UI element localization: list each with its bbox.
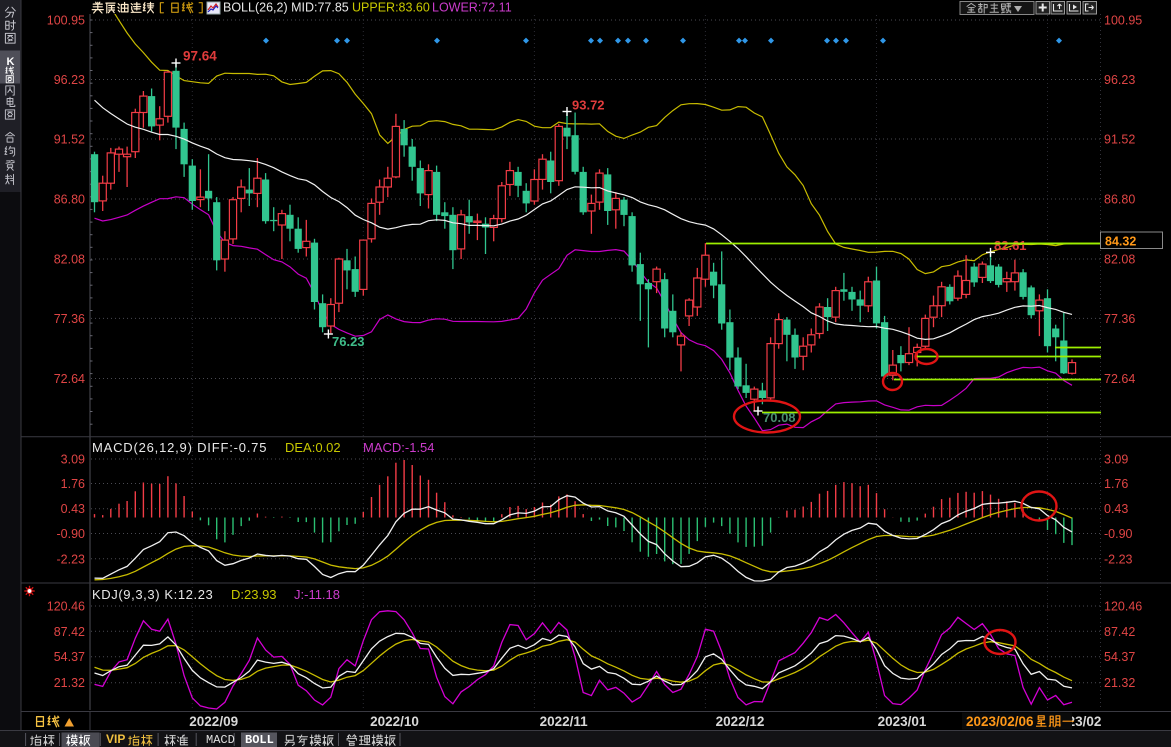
svg-text:LOWER:72.11: LOWER:72.11	[432, 1, 512, 15]
svg-text:120.46: 120.46	[1104, 600, 1142, 614]
svg-text:82.08: 82.08	[54, 253, 85, 267]
svg-text:VIP: VIP	[106, 732, 125, 746]
svg-text:J:-11.18: J:-11.18	[294, 587, 340, 602]
svg-text:93.72: 93.72	[572, 98, 605, 113]
svg-text:21.32: 21.32	[1104, 676, 1135, 690]
svg-text:D:23.93: D:23.93	[231, 587, 277, 602]
svg-text:82.61: 82.61	[994, 238, 1027, 253]
svg-text:3.09: 3.09	[61, 453, 85, 467]
svg-text:120.46: 120.46	[47, 600, 85, 614]
svg-text:91.52: 91.52	[54, 133, 85, 147]
svg-text:-0.90: -0.90	[1104, 527, 1133, 541]
svg-text:54.37: 54.37	[1104, 650, 1135, 664]
svg-text:MACD: MACD	[206, 733, 235, 747]
svg-text:1.76: 1.76	[61, 477, 85, 491]
svg-text:84.32: 84.32	[1105, 234, 1136, 248]
svg-text:BOLL: BOLL	[245, 733, 274, 747]
svg-text:86.80: 86.80	[1104, 193, 1135, 207]
svg-text:MACD:-1.54: MACD:-1.54	[363, 440, 435, 455]
svg-text:86.80: 86.80	[54, 193, 85, 207]
svg-text:96.23: 96.23	[54, 73, 85, 87]
svg-text:-2.23: -2.23	[1104, 552, 1133, 566]
svg-text:76.23: 76.23	[332, 334, 365, 349]
svg-text:2023/01: 2023/01	[878, 714, 927, 729]
svg-text:72.64: 72.64	[54, 372, 85, 386]
svg-text:77.36: 77.36	[1104, 312, 1135, 326]
svg-text:-0.90: -0.90	[57, 527, 86, 541]
svg-text:87.42: 87.42	[54, 625, 85, 639]
svg-text:2023/02/06: 2023/02/06	[966, 714, 1034, 729]
svg-text:0.43: 0.43	[1104, 502, 1128, 516]
svg-text:0.43: 0.43	[61, 502, 85, 516]
svg-text:UPPER:83.60: UPPER:83.60	[352, 1, 430, 15]
svg-text:DEA:0.02: DEA:0.02	[285, 440, 341, 455]
svg-text:100.95: 100.95	[1104, 14, 1142, 28]
svg-text:77.36: 77.36	[54, 312, 85, 326]
svg-text:2022/09: 2022/09	[189, 714, 238, 729]
svg-text:82.08: 82.08	[1104, 253, 1135, 267]
svg-text:87.42: 87.42	[1104, 625, 1135, 639]
svg-text:2022/10: 2022/10	[370, 714, 419, 729]
svg-text:2022/11: 2022/11	[540, 714, 589, 729]
svg-text:96.23: 96.23	[1104, 73, 1135, 87]
svg-text:21.32: 21.32	[54, 676, 85, 690]
svg-text:72.64: 72.64	[1104, 372, 1135, 386]
svg-text:KDJ(9,3,3) K:12.23: KDJ(9,3,3) K:12.23	[92, 587, 213, 602]
svg-text:97.64: 97.64	[183, 49, 217, 64]
svg-text:1.76: 1.76	[1104, 477, 1128, 491]
svg-text:-2.23: -2.23	[57, 552, 86, 566]
svg-text:54.37: 54.37	[54, 650, 85, 664]
svg-text:K: K	[7, 56, 15, 68]
svg-text:3.09: 3.09	[1104, 453, 1128, 467]
svg-text:91.52: 91.52	[1104, 133, 1135, 147]
svg-text:MACD(26,12,9) DIFF:-0.75: MACD(26,12,9) DIFF:-0.75	[92, 440, 267, 455]
svg-text:70.08: 70.08	[763, 410, 796, 425]
svg-text:100.95: 100.95	[47, 14, 85, 28]
svg-text:BOLL(26,2) MID:77.85: BOLL(26,2) MID:77.85	[223, 1, 349, 15]
svg-text:2022/12: 2022/12	[716, 714, 765, 729]
